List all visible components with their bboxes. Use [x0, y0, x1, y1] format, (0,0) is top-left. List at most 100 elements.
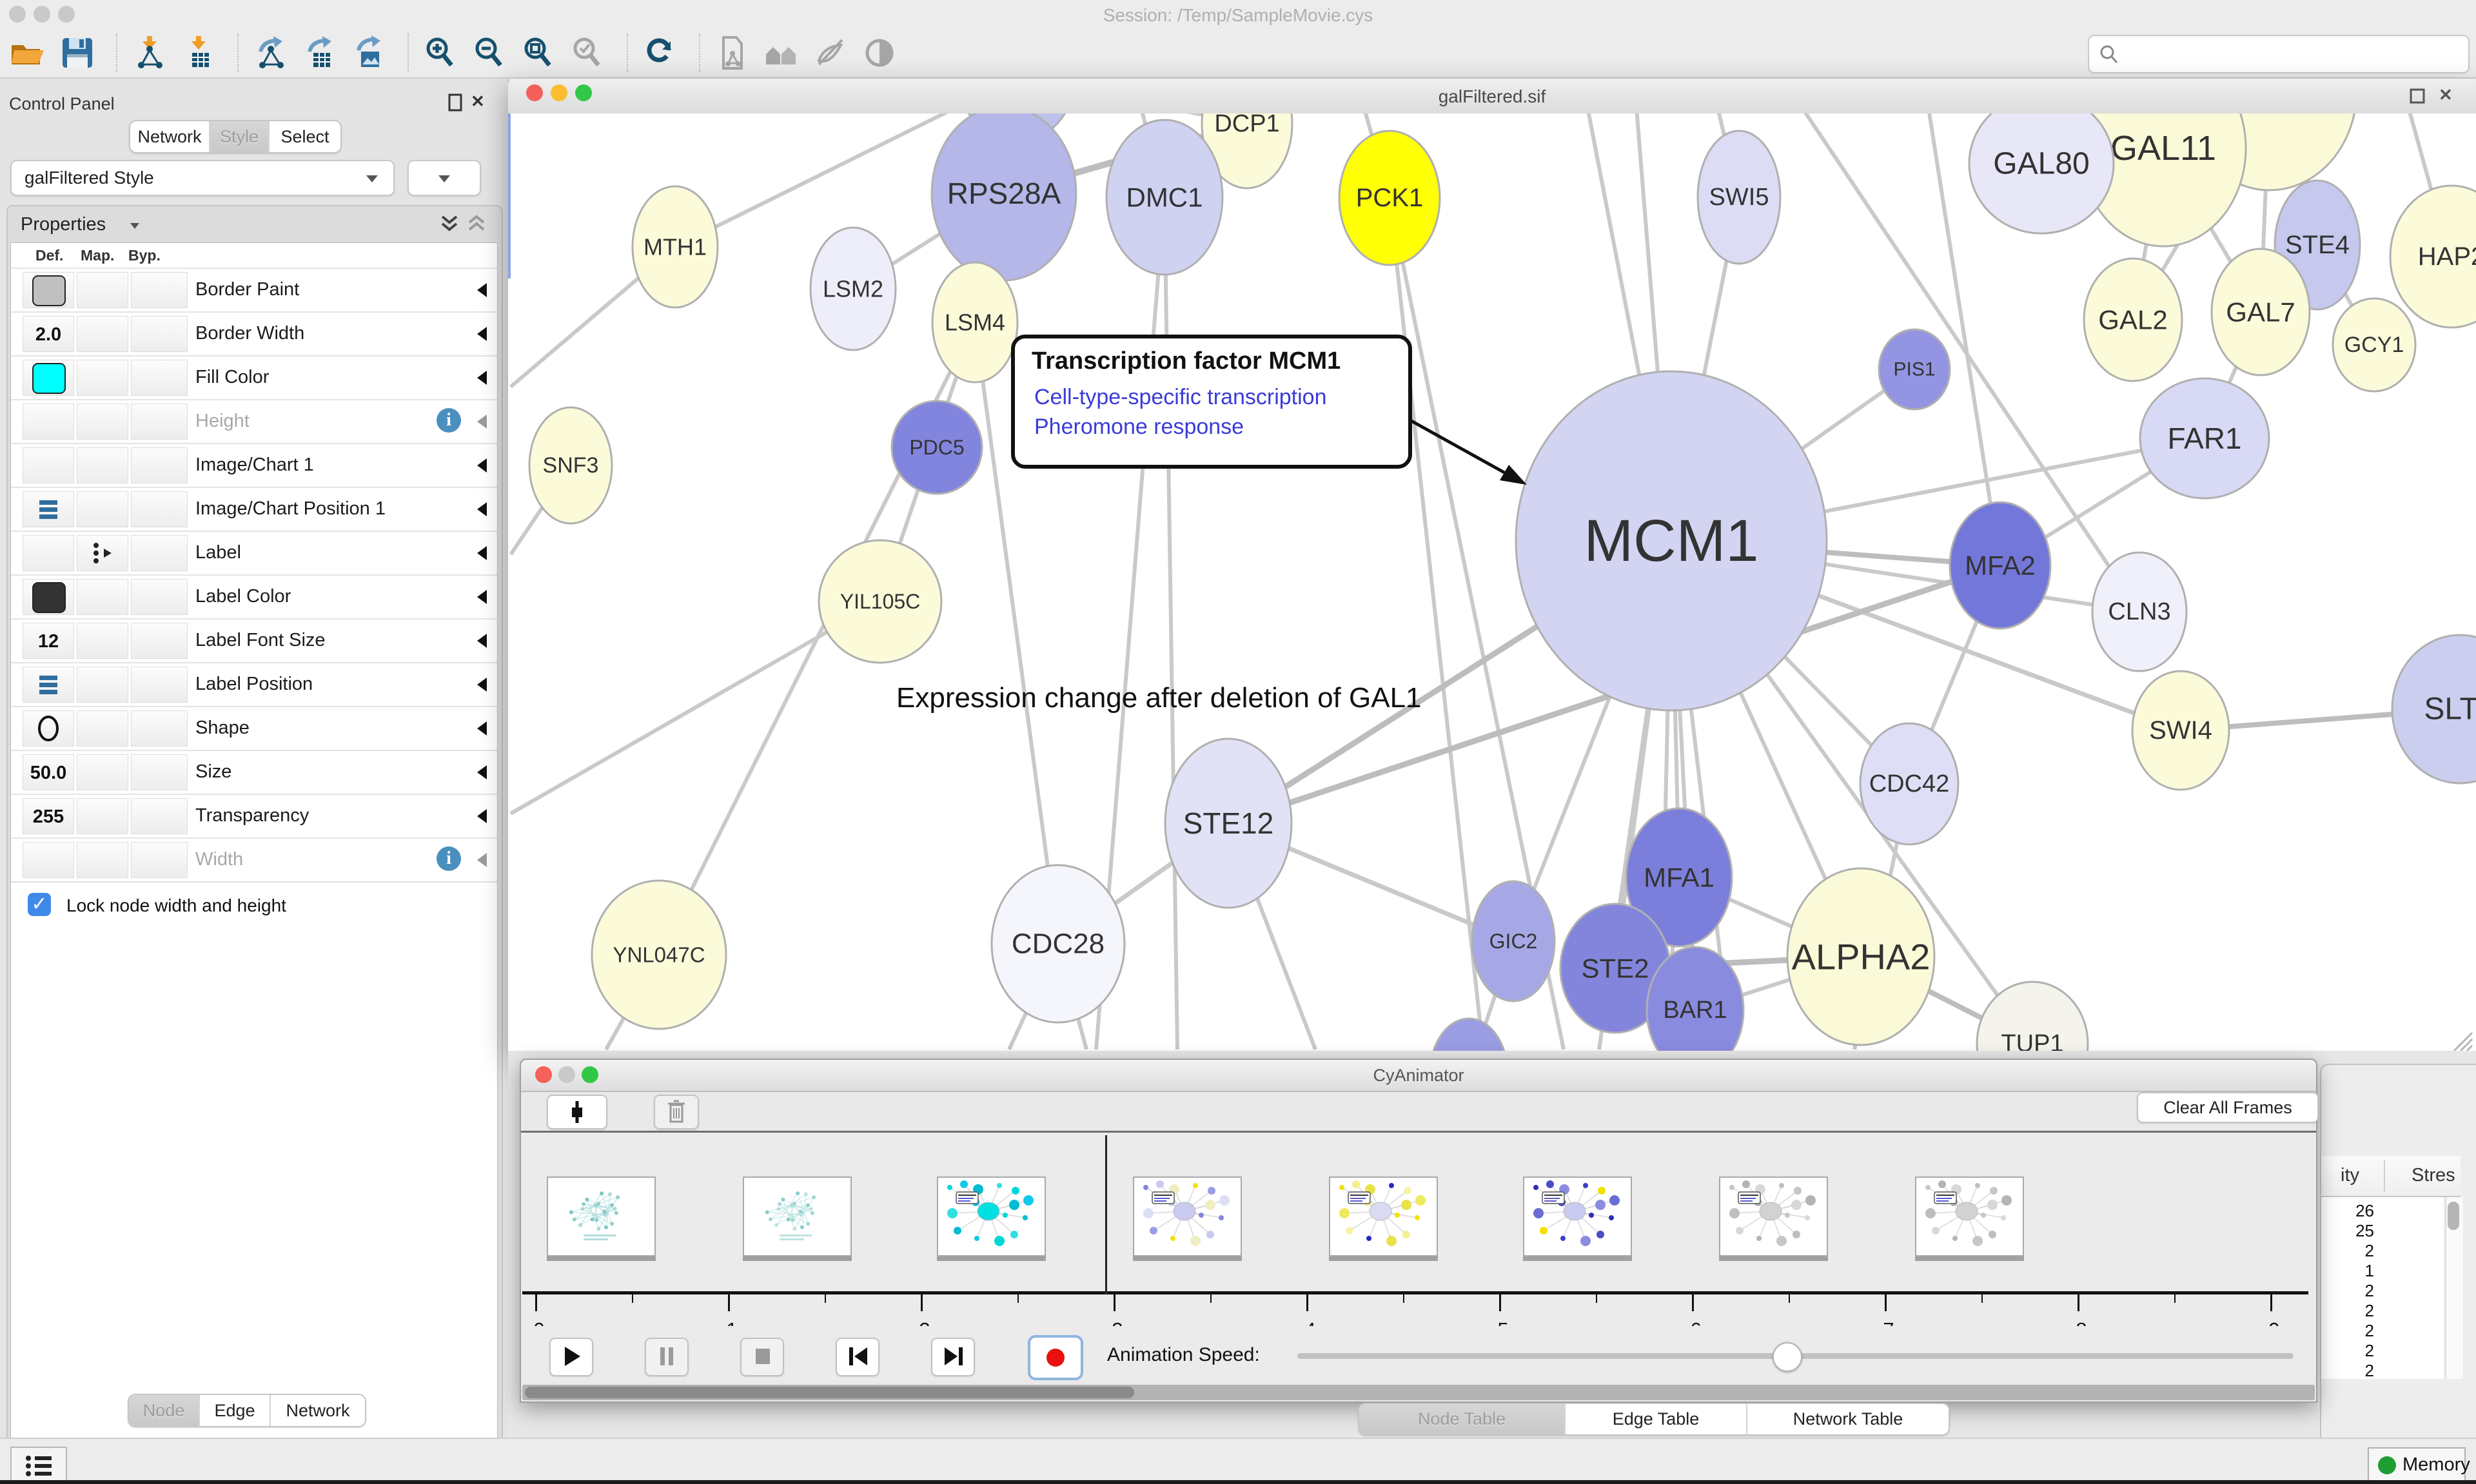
search-input[interactable]: [2128, 37, 2459, 70]
table-cell[interactable]: 2: [2364, 1301, 2374, 1320]
network-window-titlebar[interactable]: galFiltered.sif ✕: [508, 79, 2476, 115]
property-map-cell[interactable]: [77, 404, 128, 440]
property-row[interactable]: Border Paint: [11, 268, 497, 311]
frame-thumbnail[interactable]: [1133, 1176, 1242, 1256]
network-node-rps28a[interactable]: RPS28A: [930, 113, 1077, 282]
network-node-far1[interactable]: FAR1: [2139, 377, 2270, 500]
export-table-icon[interactable]: [302, 35, 338, 71]
property-def-cell[interactable]: [23, 710, 74, 747]
network-node-dmc1[interactable]: DMC1: [1105, 119, 1224, 276]
property-map-cell[interactable]: [77, 491, 128, 527]
network-node-cdc28[interactable]: CDC28: [990, 864, 1126, 1024]
network-edge[interactable]: [1925, 113, 2002, 566]
table-cell[interactable]: 1: [2364, 1261, 2374, 1280]
annotation-box[interactable]: Transcription factor MCM1 Cell-type-spec…: [1011, 335, 1412, 469]
property-row[interactable]: Height i: [11, 399, 497, 443]
tab-network[interactable]: Network: [270, 1395, 365, 1426]
property-byp-cell[interactable]: [131, 842, 188, 878]
color-swatch[interactable]: [32, 582, 66, 613]
clear-all-frames-button[interactable]: Clear All Frames: [2137, 1092, 2319, 1123]
property-byp-cell[interactable]: [131, 491, 188, 527]
node-table-body[interactable]: 26 25 2 1 2 2 2 2 2: [2321, 1197, 2444, 1380]
open-file-icon[interactable]: [10, 35, 46, 71]
expand-row-icon[interactable]: [477, 502, 487, 516]
close-window-icon[interactable]: [526, 84, 543, 101]
expand-row-icon[interactable]: [477, 415, 487, 429]
network-node-hap2[interactable]: HAP2: [2389, 184, 2476, 329]
property-row[interactable]: 2.0 Border Width: [11, 311, 497, 355]
speed-slider-thumb[interactable]: [1773, 1342, 1802, 1372]
property-map-cell[interactable]: [77, 272, 128, 308]
expand-row-icon[interactable]: [477, 678, 487, 692]
home-icon[interactable]: [763, 35, 800, 71]
property-row[interactable]: 50.0 Size: [11, 750, 497, 794]
network-node-gcy1[interactable]: GCY1: [2332, 297, 2417, 393]
timeline-ruler[interactable]: 0123456789Seconds: [522, 1133, 2315, 1370]
network-edge[interactable]: [674, 113, 1017, 249]
property-byp-cell[interactable]: [131, 754, 188, 790]
property-map-cell[interactable]: [77, 798, 128, 834]
memory-button[interactable]: Memory: [2368, 1447, 2470, 1482]
close-window-icon[interactable]: [535, 1066, 552, 1083]
property-map-cell[interactable]: [77, 360, 128, 396]
annotation-link[interactable]: Cell-type-specific transcription: [1034, 385, 1327, 409]
network-node-gal7[interactable]: GAL7: [2210, 248, 2311, 376]
property-def-cell[interactable]: [23, 667, 74, 703]
network-node-gal80[interactable]: GAL80: [1968, 113, 2115, 235]
property-map-cell[interactable]: [77, 316, 128, 352]
network-file-icon[interactable]: [714, 35, 751, 71]
property-def-cell[interactable]: [23, 447, 74, 483]
property-def-cell[interactable]: 12: [23, 623, 74, 659]
add-frame-button[interactable]: [547, 1095, 607, 1129]
network-edge[interactable]: [509, 600, 881, 815]
network-node-mfa2[interactable]: MFA2: [1949, 501, 2052, 630]
playhead[interactable]: [1105, 1135, 1107, 1294]
property-def-cell[interactable]: [23, 360, 74, 396]
property-row[interactable]: 255 Transparency: [11, 794, 497, 837]
table-cell[interactable]: 2: [2364, 1241, 2374, 1260]
property-row[interactable]: Image/Chart 1: [11, 443, 497, 487]
chevron-down-icon[interactable]: [130, 223, 139, 229]
expand-row-icon[interactable]: [477, 283, 487, 297]
network-node-ynl047c[interactable]: YNL047C: [591, 879, 727, 1030]
property-byp-cell[interactable]: [131, 360, 188, 396]
property-row[interactable]: 12 Label Font Size: [11, 618, 497, 662]
expand-all-icon[interactable]: [438, 214, 460, 233]
task-history-button[interactable]: [10, 1447, 67, 1484]
network-node-mth1[interactable]: MTH1: [631, 185, 719, 309]
network-node-gic2[interactable]: GIC2: [1471, 880, 1556, 1002]
network-node-swi5[interactable]: SWI5: [1696, 130, 1782, 265]
network-node-lsm2[interactable]: LSM2: [809, 226, 897, 351]
hide-icon[interactable]: [812, 35, 849, 71]
style-options-button[interactable]: [408, 160, 481, 196]
color-swatch[interactable]: [32, 363, 66, 394]
frame-thumbnail[interactable]: [1719, 1176, 1828, 1256]
frame-thumbnail[interactable]: [547, 1176, 656, 1256]
tab-node[interactable]: Node: [129, 1395, 199, 1426]
property-def-cell[interactable]: [23, 272, 74, 308]
expand-row-icon[interactable]: [477, 765, 487, 779]
property-def-cell[interactable]: 50.0: [23, 754, 74, 790]
network-node-lsm4[interactable]: LSM4: [931, 261, 1019, 384]
zoom-fit-icon[interactable]: [521, 35, 557, 71]
zoom-selected-icon[interactable]: [570, 35, 606, 71]
expand-row-icon[interactable]: [477, 721, 487, 736]
expand-row-icon[interactable]: [477, 809, 487, 823]
import-network-icon[interactable]: [132, 35, 168, 71]
table-cell[interactable]: 2: [2364, 1281, 2374, 1300]
network-edge[interactable]: [973, 322, 1060, 944]
expand-row-icon[interactable]: [477, 327, 487, 341]
property-byp-cell[interactable]: [131, 710, 188, 747]
close-view-icon[interactable]: ✕: [2439, 85, 2453, 104]
table-cell[interactable]: 25: [2355, 1221, 2374, 1240]
property-def-cell[interactable]: 2.0: [23, 316, 74, 352]
property-row[interactable]: Label Color: [11, 574, 497, 618]
network-node-mcm1[interactable]: MCM1: [1515, 370, 1828, 712]
cyanimator-titlebar[interactable]: CyAnimator: [521, 1060, 2316, 1092]
minimize-window-icon[interactable]: [551, 84, 567, 101]
timeline[interactable]: 0123456789Seconds: [521, 1133, 2316, 1370]
network-node-tup1[interactable]: TUP1: [1976, 981, 2089, 1053]
network-node-mfa1[interactable]: MFA1: [1625, 807, 1733, 948]
property-map-cell[interactable]: [77, 710, 128, 747]
property-row[interactable]: Label: [11, 531, 497, 574]
